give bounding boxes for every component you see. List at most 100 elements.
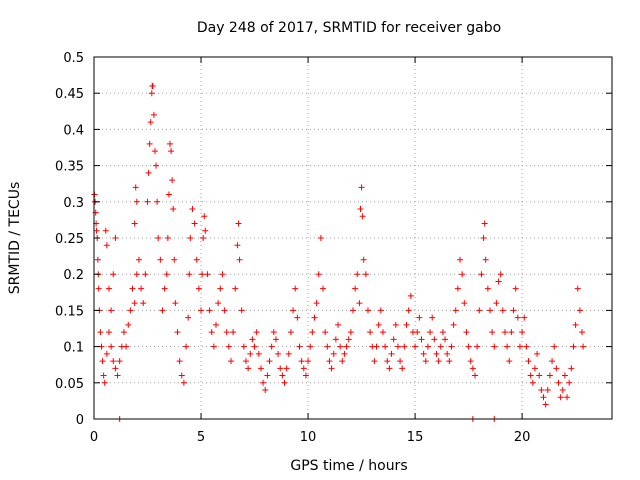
data-point [474,343,481,350]
data-point [478,271,485,278]
data-point [557,394,564,401]
data-point [201,213,208,220]
data-point [287,329,294,336]
data-point [251,343,258,350]
data-point [497,271,504,278]
data-point [564,394,571,401]
data-point [223,329,230,336]
data-point [579,329,586,336]
x-tick-label: 10 [300,430,317,445]
data-point [360,256,367,263]
data-point [343,343,350,350]
data-point [305,358,312,365]
axis-ticks [93,56,612,420]
data-point [195,285,202,292]
data-point [100,372,107,379]
data-point [332,336,339,343]
data-point [152,148,159,155]
data-point [416,314,423,321]
data-point [199,271,206,278]
data-point [95,285,102,292]
y-tick-label: 0.45 [55,87,84,102]
data-point [183,343,190,350]
data-point [371,358,378,365]
data-point [523,343,530,350]
data-point [132,184,139,191]
data-point [495,278,502,285]
data-point [514,314,521,321]
x-tick-label: 20 [514,430,531,445]
data-point [540,394,547,401]
data-point [347,329,354,336]
data-point [510,307,517,314]
data-point [469,365,476,372]
data-point [493,300,500,307]
data-point [476,307,483,314]
data-point [163,271,170,278]
data-point [247,350,254,357]
data-point [394,343,401,350]
data-point [454,285,461,292]
data-point [108,343,115,350]
data-point [359,213,366,220]
data-point [249,336,256,343]
data-point [146,140,153,147]
data-point [161,285,168,292]
data-point [529,379,536,386]
data-point [294,314,301,321]
data-point [186,271,193,278]
data-point [94,256,101,263]
data-point [362,271,369,278]
data-point [135,256,142,263]
x-tick-label: 0 [90,430,98,445]
data-point [335,321,342,328]
data-point [446,358,453,365]
data-point [461,300,468,307]
data-point [403,321,410,328]
data-point [114,372,121,379]
data-point [193,256,200,263]
data-point [230,329,237,336]
y-tick-label: 0.35 [55,160,84,175]
data-point [178,372,185,379]
data-point [133,198,140,205]
data-point [568,365,575,372]
data-point [546,372,553,379]
data-point [527,372,534,379]
data-point [459,271,466,278]
data-point [480,235,487,241]
data-point [322,329,329,336]
data-point [350,307,356,314]
data-point [570,343,577,350]
data-point [401,343,408,350]
data-point [364,307,371,314]
y-tick-label: 0.5 [63,51,84,66]
data-point [116,358,123,365]
x-axis-tick-labels: 0 5 10 15 20 [90,430,531,445]
data-point [463,329,470,336]
data-point [112,365,119,372]
data-point [491,343,498,350]
data-point [159,307,166,314]
y-tick-label: 0.2 [63,268,84,283]
data-point [221,307,228,314]
y-tick-label: 0.25 [55,232,84,247]
data-point [384,358,391,365]
data-point [499,307,506,314]
data-point [103,350,110,357]
data-point [392,321,399,328]
data-point [580,343,587,350]
data-point [277,365,284,372]
data-point [127,307,134,314]
data-point [309,329,316,336]
data-point [399,365,406,372]
data-point [185,314,192,321]
data-point [525,358,532,365]
data-point [168,148,175,155]
data-point [551,343,558,350]
data-point [142,271,149,278]
data-point [307,343,314,350]
data-point [171,256,178,263]
data-point [448,343,455,350]
